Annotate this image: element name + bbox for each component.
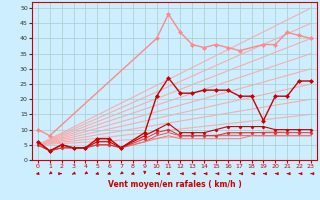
X-axis label: Vent moyen/en rafales ( km/h ): Vent moyen/en rafales ( km/h ) [108, 180, 241, 189]
